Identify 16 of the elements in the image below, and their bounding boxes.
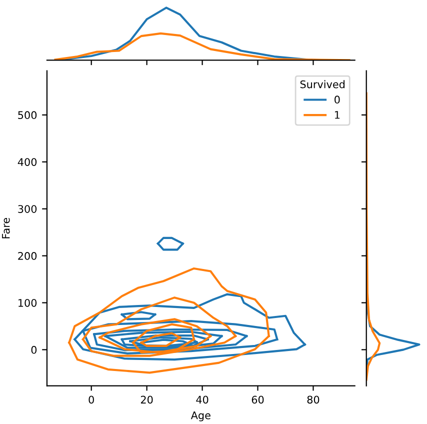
x-tick-label: 60 — [252, 396, 264, 404]
x-tick-label: 20 — [140, 396, 153, 404]
y-tick-label: 100 — [18, 298, 37, 307]
y-tick-label: 400 — [18, 158, 37, 166]
y-tick-label: 500 — [18, 111, 37, 120]
y-tick-label: 200 — [18, 252, 37, 260]
legend-title: Survived — [300, 80, 345, 88]
x-tick-label: 0 — [88, 396, 94, 404]
legend-label: 1 — [335, 111, 340, 119]
y-tick-label: 300 — [18, 205, 37, 213]
y-tick-label: 0 — [31, 346, 37, 354]
y-axis-title: Fare — [2, 218, 10, 238]
x-tick-label: 40 — [196, 396, 208, 404]
legend-label: 0 — [334, 96, 340, 104]
x-tick-label: 80 — [307, 396, 320, 404]
x-axis-title: Age — [190, 412, 210, 422]
